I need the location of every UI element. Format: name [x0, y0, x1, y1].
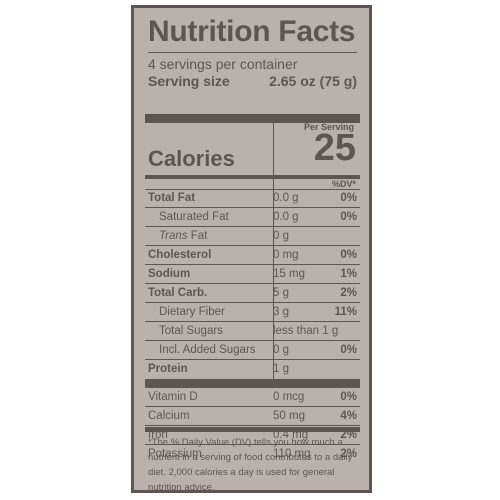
- nutrient-row-added-sugars: Incl. Added Sugars 0 g 0%: [145, 341, 360, 360]
- thick-divider-top: [145, 114, 360, 123]
- serving-size-value: 2.65 oz (75 g): [269, 73, 357, 89]
- nutrient-row-dietary-fiber: Dietary Fiber 3 g 11%: [145, 303, 360, 322]
- servings-per-container: 4 servings per container: [148, 56, 298, 72]
- nutrient-table: Total Fat 0.0 g 0% Saturated Fat 0.0 g 0…: [145, 189, 360, 464]
- dv-rule: [145, 189, 360, 190]
- dv-header: %DV*: [331, 179, 356, 189]
- trans-label-rest: Fat: [187, 230, 208, 242]
- nutrient-row-saturated-fat: Saturated Fat 0.0 g 0%: [145, 208, 360, 227]
- nutrient-row-protein: Protein 1 g: [148, 363, 289, 375]
- thick-divider-vitamins: [145, 379, 360, 388]
- vitamin-row-vitamin-d: Vitamin D 0 mcg 0%: [145, 388, 360, 407]
- nutrient-row-trans-fat: Trans Fat 0 g: [145, 227, 360, 246]
- title-rule: [148, 52, 357, 53]
- label-header: Nutrition Facts 4 servings per container…: [148, 14, 357, 90]
- trans-label: Trans: [159, 230, 188, 242]
- nutrition-facts-panel: Nutrition Facts 4 servings per container…: [131, 5, 372, 493]
- dv-footnote: *The % Daily Value (DV) tells you how mu…: [148, 437, 353, 493]
- nutrient-row-total-carb: Total Carb. 5 g 2%: [145, 284, 360, 303]
- vitamin-row-iron: Iron 0.4 mg 2%: [145, 426, 360, 445]
- vitamin-row-calcium: Calcium 50 mg 4%: [145, 407, 360, 426]
- nutrient-row-sodium: Sodium 15 mg 1%: [145, 265, 360, 284]
- vitamin-row-potassium: Potassium 110 mg 2%: [148, 448, 357, 460]
- label-title: Nutrition Facts: [148, 15, 356, 48]
- per-serving-label: Per Serving: [303, 122, 354, 132]
- thick-divider-calories: [145, 175, 360, 179]
- thick-divider-footnote: [145, 427, 360, 432]
- nutrient-row-cholesterol: Cholesterol 0 mg 0%: [145, 246, 360, 265]
- nutrient-row-total-sugars: Total Sugars less than 1 g: [145, 322, 360, 341]
- column-divider: [273, 123, 274, 379]
- serving-size-row: Serving size 2.65 oz (75 g): [148, 73, 357, 90]
- nutrient-row-total-fat: Total Fat 0.0 g 0%: [145, 189, 360, 208]
- serving-size-label: Serving size: [148, 73, 230, 89]
- calories-label: Calories: [148, 146, 235, 171]
- calories-value: 25: [313, 127, 356, 169]
